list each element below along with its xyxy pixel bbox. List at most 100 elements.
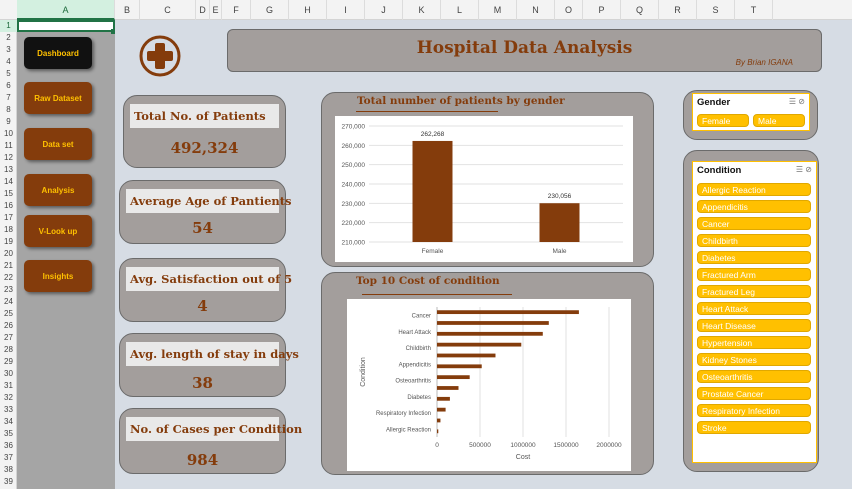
title-banner: Hospital Data Analysis By Brian IGANA xyxy=(227,29,822,72)
multi-select-icon[interactable]: ☰ xyxy=(795,165,804,174)
condition-item[interactable]: Diabetes xyxy=(697,251,811,264)
cost-chart-area[interactable]: 0 500000 1000000 1500000 2000000 Cancer Heart … xyxy=(347,299,631,471)
row-header-3[interactable]: 3 xyxy=(6,45,11,54)
column-header-m[interactable]: M xyxy=(479,0,517,20)
condition-item[interactable]: Osteoarthritis xyxy=(697,370,811,383)
row-header-19[interactable]: 19 xyxy=(4,237,13,246)
row-header-12[interactable]: 12 xyxy=(4,153,13,162)
row-header-16[interactable]: 16 xyxy=(4,201,13,210)
gender-slicer-panel: Gender ☰ ⊘ Female Male xyxy=(683,90,818,140)
column-header-r[interactable]: R xyxy=(659,0,697,20)
clear-filter-icon[interactable]: ⊘ xyxy=(805,165,812,174)
condition-item[interactable]: Fractured Leg xyxy=(697,285,811,298)
condition-item[interactable]: Prostate Cancer xyxy=(697,387,811,400)
row-header-17[interactable]: 17 xyxy=(4,213,13,222)
selected-cell-a1[interactable] xyxy=(17,20,115,32)
condition-item[interactable]: Respiratory Infection xyxy=(697,404,811,417)
row-header-4[interactable]: 4 xyxy=(6,57,11,66)
row-header-14[interactable]: 14 xyxy=(4,177,13,186)
row-header-2[interactable]: 2 xyxy=(6,33,11,42)
condition-item[interactable]: Fractured Arm xyxy=(697,268,811,281)
row-header-29[interactable]: 29 xyxy=(4,357,13,366)
gender-item-female[interactable]: Female xyxy=(697,114,749,127)
row-header-11[interactable]: 11 xyxy=(4,141,13,150)
condition-item[interactable]: Heart Attack xyxy=(697,302,811,315)
column-header-k[interactable]: K xyxy=(403,0,441,20)
row-header-13[interactable]: 13 xyxy=(4,165,13,174)
gender-chart-area[interactable]: 210,000 220,000 230,000 240,000 250,000 260,0… xyxy=(335,116,633,262)
fill-handle[interactable] xyxy=(111,29,116,34)
column-header-a[interactable]: A xyxy=(17,0,115,20)
column-header-j[interactable]: J xyxy=(365,0,403,20)
nav-vlookup-button[interactable]: V-Look up xyxy=(24,215,92,247)
row-header-28[interactable]: 28 xyxy=(4,345,13,354)
row-header-7[interactable]: 7 xyxy=(6,93,11,102)
cost-bar xyxy=(437,418,441,423)
condition-item[interactable]: Hypertension xyxy=(697,336,811,349)
condition-item[interactable]: Childbirth xyxy=(697,234,811,247)
column-header-l[interactable]: L xyxy=(441,0,479,20)
cost-bar xyxy=(437,331,543,336)
row-header-39[interactable]: 39 xyxy=(4,477,13,486)
column-header-h[interactable]: H xyxy=(289,0,327,20)
condition-item[interactable]: Kidney Stones xyxy=(697,353,811,366)
clear-filter-icon[interactable]: ⊘ xyxy=(798,97,805,106)
row-header-30[interactable]: 30 xyxy=(4,369,13,378)
multi-select-icon[interactable]: ☰ xyxy=(788,97,797,106)
condition-slicer-panel: Condition ☰ ⊘ Allergic Reaction Appendici… xyxy=(683,150,819,472)
nav-data-set-button[interactable]: Data set xyxy=(24,128,92,160)
row-header-20[interactable]: 20 xyxy=(4,249,13,258)
row-header-10[interactable]: 10 xyxy=(4,129,13,138)
x-tick-label: 0 xyxy=(435,442,439,449)
row-header-35[interactable]: 35 xyxy=(4,429,13,438)
column-header-g[interactable]: G xyxy=(251,0,289,20)
nav-insights-button[interactable]: Insights xyxy=(24,260,92,292)
y-tick-label: Cancer xyxy=(412,314,431,320)
row-header-25[interactable]: 25 xyxy=(4,309,13,318)
row-header-22[interactable]: 22 xyxy=(4,273,13,282)
nav-dashboard-button[interactable]: Dashboard xyxy=(24,37,92,69)
row-header-15[interactable]: 15 xyxy=(4,189,13,198)
condition-item[interactable]: Appendicitis xyxy=(697,200,811,213)
column-header-q[interactable]: Q xyxy=(621,0,659,20)
column-header-e[interactable]: E xyxy=(210,0,222,20)
row-header-37[interactable]: 37 xyxy=(4,453,13,462)
column-header-c[interactable]: C xyxy=(140,0,196,20)
condition-item[interactable]: Allergic Reaction xyxy=(697,183,811,196)
row-header-18[interactable]: 18 xyxy=(4,225,13,234)
row-header-21[interactable]: 21 xyxy=(4,261,13,270)
column-header-i[interactable]: I xyxy=(327,0,365,20)
nav-raw-dataset-button[interactable]: Raw Dataset xyxy=(24,82,92,114)
row-header-27[interactable]: 27 xyxy=(4,333,13,342)
condition-item[interactable]: Stroke xyxy=(697,421,811,434)
x-tick-label: Male xyxy=(552,248,566,255)
row-header-24[interactable]: 24 xyxy=(4,297,13,306)
row-header-34[interactable]: 34 xyxy=(4,417,13,426)
row-header-38[interactable]: 38 xyxy=(4,465,13,474)
row-header-23[interactable]: 23 xyxy=(4,285,13,294)
kpi-card-length-of-stay: Avg. length of stay in days 38 xyxy=(119,333,299,397)
column-header-d[interactable]: D xyxy=(196,0,210,20)
column-header-p[interactable]: P xyxy=(583,0,621,20)
row-header-33[interactable]: 33 xyxy=(4,405,13,414)
row-header-31[interactable]: 31 xyxy=(4,381,13,390)
row-header-5[interactable]: 5 xyxy=(6,69,11,78)
column-header-t[interactable]: T xyxy=(735,0,773,20)
column-header-s[interactable]: S xyxy=(697,0,735,20)
condition-item[interactable]: Heart Disease xyxy=(697,319,811,332)
gender-item-male[interactable]: Male xyxy=(753,114,805,127)
column-header-o[interactable]: O xyxy=(555,0,583,20)
title-underline xyxy=(356,111,498,112)
column-header-b[interactable]: B xyxy=(115,0,140,20)
column-header-f[interactable]: F xyxy=(222,0,251,20)
row-header-36[interactable]: 36 xyxy=(4,441,13,450)
row-header-32[interactable]: 32 xyxy=(4,393,13,402)
row-header-9[interactable]: 9 xyxy=(6,117,11,126)
row-header-8[interactable]: 8 xyxy=(6,105,11,114)
row-header-26[interactable]: 26 xyxy=(4,321,13,330)
condition-item[interactable]: Cancer xyxy=(697,217,811,230)
nav-analysis-button[interactable]: Analysis xyxy=(24,174,92,206)
column-header-n[interactable]: N xyxy=(517,0,555,20)
row-header-6[interactable]: 6 xyxy=(6,81,11,90)
row-header-1[interactable]: 1 xyxy=(0,20,17,32)
